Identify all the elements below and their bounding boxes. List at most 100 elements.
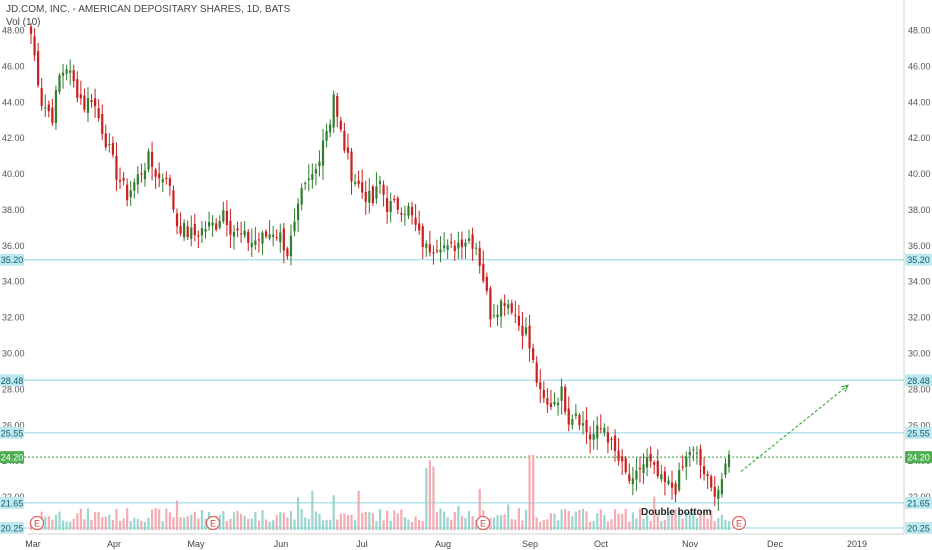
volume-bar — [453, 512, 456, 530]
candle-body — [389, 201, 392, 213]
candle-body — [628, 474, 631, 482]
volume-bar — [489, 517, 492, 530]
volume-bar — [108, 514, 111, 530]
candle-body — [656, 461, 659, 477]
volume-bar — [54, 514, 58, 530]
candle-body — [318, 161, 321, 167]
volume-bar — [86, 508, 90, 530]
volume-bar — [724, 519, 727, 530]
volume-bar — [645, 514, 649, 530]
candle-body — [489, 288, 492, 320]
volume-bar — [247, 518, 250, 530]
volume-bar — [727, 521, 731, 530]
candle-body — [414, 217, 417, 225]
candle-body — [111, 143, 115, 155]
level-tag-right-0 — [905, 253, 932, 266]
volume-bar — [503, 514, 506, 530]
candle-body — [161, 178, 164, 183]
volume-bar — [165, 508, 168, 530]
volume-bar — [339, 513, 342, 530]
candle-body — [118, 180, 122, 182]
candle-body — [485, 276, 488, 291]
x-label-sep: Sep — [522, 539, 538, 549]
volume-bar — [507, 504, 510, 530]
volume-bar — [225, 520, 228, 530]
volume-bar — [688, 512, 691, 530]
volume-bar — [410, 521, 414, 530]
volume-bar — [172, 517, 175, 530]
volume-bar — [76, 513, 79, 530]
y-tick-left-4: 28.00 — [2, 384, 25, 394]
y-tick-right-7: 34.00 — [908, 277, 931, 287]
candle-body — [638, 467, 642, 470]
volume-bar — [101, 517, 104, 530]
candle-body — [403, 213, 407, 215]
candle-body — [585, 420, 588, 433]
candle-body — [624, 458, 627, 473]
volume-bar — [628, 521, 631, 530]
volume-bar — [300, 509, 303, 530]
level-label-right-0: 35.20 — [907, 255, 930, 265]
candle-body — [304, 183, 307, 185]
candle-body — [386, 198, 389, 212]
earnings-marker-label: E — [480, 519, 486, 529]
volume-bar — [471, 516, 474, 530]
volume-bar — [460, 516, 464, 530]
volume-bar — [649, 520, 652, 530]
candle-body — [197, 235, 200, 237]
candle-body — [86, 98, 90, 113]
volume-bar — [564, 509, 567, 530]
y-tick-left-7: 34.00 — [2, 277, 25, 287]
level-label-left-2: 25.55 — [1, 428, 24, 438]
volume-bar — [592, 520, 595, 530]
candle-body — [243, 230, 246, 236]
volume-bar — [129, 521, 132, 530]
volume-bar — [111, 520, 115, 530]
candle-body — [556, 402, 560, 406]
candle-body — [567, 408, 570, 425]
earnings-marker — [475, 515, 491, 531]
volume-bar — [524, 509, 528, 530]
volume-bar — [140, 520, 143, 530]
volume-bar — [414, 516, 417, 530]
candle-body — [129, 190, 132, 198]
candle-body — [460, 239, 464, 248]
volume-bar — [581, 508, 585, 530]
candle-body — [713, 486, 716, 497]
earnings-marker — [205, 515, 221, 531]
candle-body — [289, 235, 293, 257]
volume-bar — [272, 520, 275, 530]
candle-body — [154, 169, 157, 177]
volume-bar — [72, 518, 75, 530]
volume-bar — [435, 511, 439, 530]
volume-bar — [104, 516, 107, 530]
candle-body — [307, 178, 310, 181]
candle-body — [674, 483, 677, 495]
candle-body — [225, 210, 228, 226]
volume-bar — [418, 519, 421, 530]
volume-bar — [457, 506, 460, 530]
candle-body — [727, 454, 731, 467]
candle-body — [499, 300, 503, 317]
candle-body — [200, 228, 204, 236]
volume-bar — [535, 517, 538, 530]
volume-bar — [158, 509, 161, 530]
volume-bar — [585, 511, 588, 530]
candle-body — [215, 223, 218, 230]
volume-bar — [407, 519, 410, 530]
volume-bar — [222, 510, 225, 530]
candle-body — [471, 234, 474, 249]
candle-body — [47, 104, 50, 112]
candle-body — [51, 107, 54, 123]
candle-body — [37, 51, 40, 86]
candle-body — [442, 245, 446, 248]
volume-bar — [336, 519, 339, 530]
volume-bar — [282, 512, 285, 530]
candle-body — [507, 304, 510, 309]
candle-body — [688, 451, 691, 456]
earnings-marker-label: E — [736, 519, 742, 529]
volume-bar — [361, 512, 364, 530]
level-tag-right-5 — [905, 522, 932, 534]
y-tick-left-10: 40.00 — [2, 169, 25, 179]
volume-bar — [653, 496, 656, 530]
